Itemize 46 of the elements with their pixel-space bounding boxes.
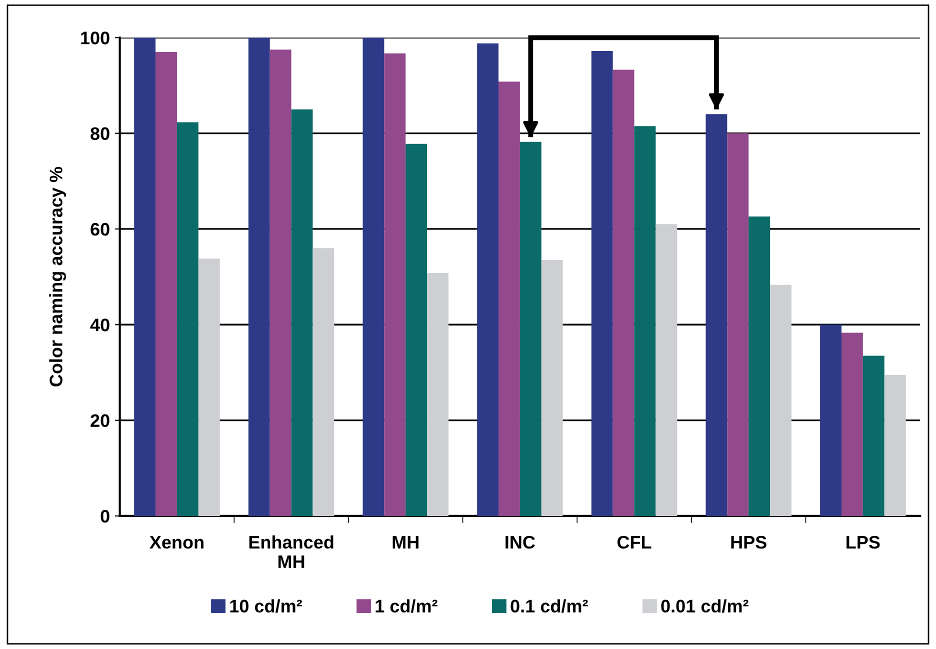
y-tick-label: 100 [81,32,110,44]
bar [862,356,884,516]
legend-label: 1 cd/m² [376,599,438,613]
x-tick-label: HPS [731,536,766,549]
bar [270,50,292,516]
y-tick-label: 60 [90,222,110,236]
bar [291,109,313,516]
bar [498,82,520,516]
bar [612,70,634,516]
bar [520,142,542,516]
legend-label: 10 cd/m² [230,599,302,613]
bar [156,52,177,516]
bar [248,38,270,516]
y-tick-label: 80 [90,127,110,140]
bar [384,53,406,516]
bar [634,126,656,516]
x-tick-label: LPS [846,536,880,549]
x-tick-label: Enhanced MH [249,535,334,568]
bar [198,258,220,516]
x-tick-label: Xenon [150,536,204,549]
x-tick-label: CFL [617,536,652,549]
y-tick-label: 40 [90,318,110,332]
bar [706,114,728,516]
legend-label: 0.1 cd/m² [510,599,588,613]
bar [134,38,156,516]
bar [884,374,906,516]
x-tick-label: MH [392,536,418,548]
bar [176,122,198,516]
y-tick-label: 20 [90,414,110,428]
bar [770,284,792,516]
bar [591,51,613,516]
bar [748,216,770,516]
bar [541,260,563,516]
y-axis-title: Color naming accuracy % [49,166,66,386]
bar [841,332,863,516]
bar [656,224,678,516]
bar [820,324,842,516]
y-tick-label: 0 [100,510,110,523]
bar [477,43,499,516]
bar [406,144,428,516]
bar [427,272,448,516]
bar [362,38,384,516]
legend-label: 0.01 cd/m² [661,599,748,613]
x-tick-label: INC [506,536,535,549]
bar [727,133,749,516]
bar [312,248,334,516]
